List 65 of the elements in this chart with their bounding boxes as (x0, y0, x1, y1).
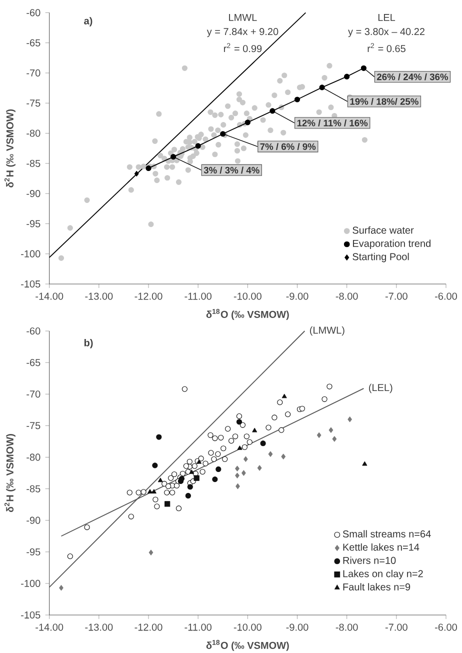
legend-label: Lakes on clay n=2 (343, 570, 423, 580)
x-tick-label: -9.00 (286, 624, 308, 631)
y-tick-label: -70 (26, 69, 40, 77)
x-tick-label: -11.00 (184, 292, 212, 300)
annotation: 19% / 18%/ 25% (350, 98, 418, 105)
annotation: 26% / 24% / 36% (377, 73, 448, 80)
x-tick-label: -9.00 (286, 292, 308, 300)
x-tick-label: -13.00 (85, 624, 113, 631)
y-tick-label: -65 (26, 359, 40, 366)
y-tick-label: -80 (26, 454, 40, 461)
annotation: y = 3.80x – 40.22 (348, 28, 424, 38)
y-tick-label: -85 (26, 485, 40, 492)
y-tick-label: -60 (26, 9, 40, 16)
annotation: y = 7.84x + 9.20 (206, 28, 278, 38)
legend-label: Kettle lakes n=14 (343, 543, 420, 551)
annotation: (LMWL) (310, 326, 344, 336)
y-tick-label: -100 (21, 250, 40, 258)
y-axis-title: δ$^{2}$H (‰ VSMOW) (4, 434, 16, 512)
annotation: 3% / 3% / 4% (204, 166, 260, 174)
annotation: b) (84, 338, 93, 348)
annotation: 12% / 11% / 16% (297, 119, 368, 126)
x-tick-label: -12.00 (134, 624, 162, 631)
annotation: a) (84, 17, 92, 26)
legend-label: Small streams n=64 (342, 530, 431, 538)
x-tick-label: -7.00 (385, 292, 408, 300)
x-axis-title: δ$^{18}$O (‰ VSMOW) (206, 308, 289, 320)
annotation: LMWL (229, 14, 257, 21)
x-tick-label: -12.00 (134, 292, 162, 300)
y-tick-label: -65 (26, 39, 40, 46)
y-tick-label: -85 (26, 160, 40, 167)
annotation: r$^{2}$ = 0.65 (368, 43, 406, 52)
x-tick-label: -10.00 (234, 624, 262, 631)
y-tick-label: -60 (26, 327, 40, 335)
y-tick-label: -95 (26, 548, 40, 556)
legend-label: Starting Pool (352, 252, 409, 262)
y-tick-label: -75 (26, 422, 40, 430)
x-tick-label: -14.00 (36, 292, 64, 300)
y-tick-label: -90 (26, 516, 40, 524)
x-tick-label: -10.00 (234, 292, 262, 300)
annotation: (LEL) (369, 384, 392, 394)
x-tick-label: -6.00 (435, 292, 457, 300)
legend-label: Evaporation trend (353, 240, 430, 249)
annotation: 7% / 6% / 9% (260, 143, 316, 150)
y-tick-label: -70 (26, 390, 40, 398)
y-axis-title: δ$^{2}$H (‰ VSMOW) (4, 109, 16, 188)
x-axis-title: δ$^{18}$O (‰ VSMOW) (206, 640, 289, 651)
legend-label: Fault lakes n=9 (343, 583, 410, 590)
x-tick-label: -6.00 (435, 624, 457, 631)
x-tick-label: -11.00 (184, 624, 212, 631)
y-tick-label: -90 (26, 190, 40, 198)
annotation: r$^{2}$ = 0.99 (224, 43, 262, 52)
annotation: LEL (378, 14, 396, 21)
x-tick-label: -7.00 (385, 624, 408, 631)
y-tick-label: -95 (26, 220, 40, 228)
x-tick-label: -13.00 (85, 292, 113, 300)
legend-label: Rivers n=10 (343, 556, 396, 564)
y-tick-label: -105 (21, 280, 40, 288)
legend-label: Surface water (352, 226, 414, 234)
x-tick-label: -8.00 (336, 292, 358, 300)
x-tick-label: -8.00 (336, 624, 358, 631)
y-tick-label: -100 (21, 580, 40, 587)
y-tick-label: -80 (26, 130, 40, 137)
x-tick-label: -14.00 (36, 624, 64, 631)
y-tick-label: -105 (21, 611, 40, 619)
y-tick-label: -75 (26, 100, 40, 107)
